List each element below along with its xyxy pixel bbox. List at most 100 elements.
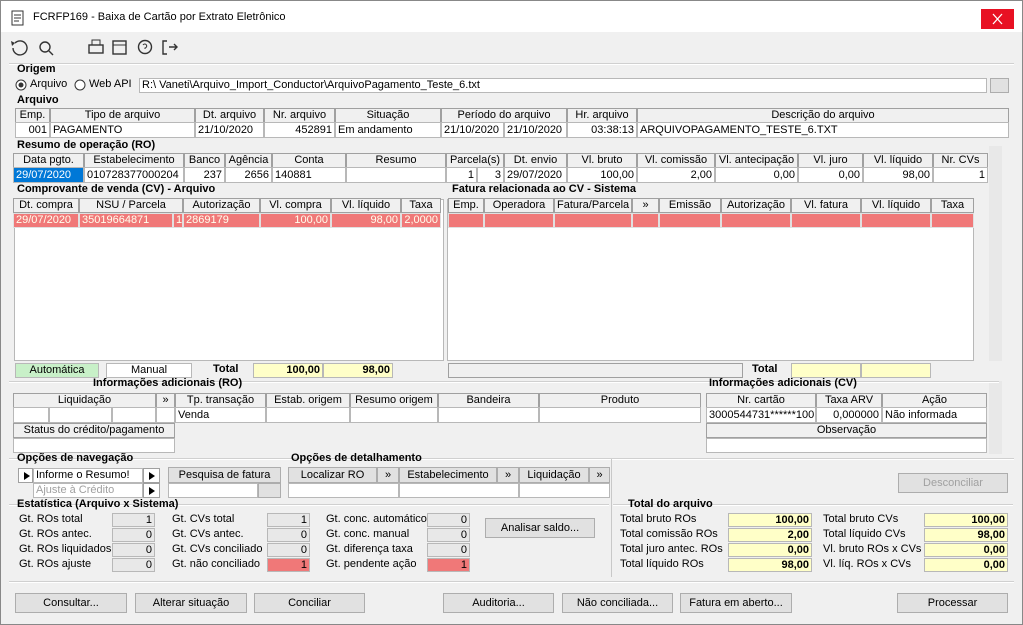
print-icon[interactable] — [88, 44, 104, 54]
total-field: 100,00 — [253, 363, 323, 378]
empty-cell — [399, 483, 519, 498]
column-header: Banco — [184, 153, 225, 168]
detail-button[interactable]: Estabelecimento — [399, 467, 497, 483]
pesquisa-button[interactable]: Pesquisa de fatura — [168, 467, 281, 483]
title-bar — [1, 1, 1022, 32]
radio-webapi[interactable] — [74, 79, 86, 91]
column-header: Autorização — [183, 198, 260, 213]
empty-cell — [288, 483, 399, 498]
stat-value: 0 — [112, 528, 155, 542]
column-header: Vl. compra — [260, 198, 331, 213]
group-title: Fatura relacionada ao CV - Sistema — [452, 183, 637, 195]
group-title: Total do arquivo — [628, 498, 713, 510]
empty-cell — [350, 407, 438, 423]
search-icon[interactable] — [39, 41, 51, 53]
total-label: Total comissão ROs — [620, 528, 718, 540]
group-title: Resumo de operação (RO) — [17, 139, 156, 151]
column-header: Resumo origem — [350, 393, 438, 408]
cell: 3000544731******100 — [706, 407, 816, 423]
stat-value: 0 — [112, 543, 155, 557]
stat-label: Gt. ROs ajuste — [19, 558, 92, 570]
column-header: Emp. — [15, 108, 50, 123]
ajuste-select: Ajuste à Crédito — [33, 483, 143, 498]
empty-cell — [791, 213, 861, 228]
undo-icon[interactable] — [12, 40, 28, 56]
group-title: Origem — [17, 63, 56, 75]
cell: 29/07/2020 — [13, 213, 79, 228]
group-title: Arquivo — [17, 94, 59, 106]
group-title: Estatística (Arquivo x Sistema) — [17, 498, 179, 510]
radio-label: Web API — [89, 78, 132, 90]
help-icon[interactable] — [137, 39, 153, 55]
cell: 010728377000204 — [84, 167, 184, 183]
total-value: 98,00 — [728, 558, 812, 572]
total-label: Vl. bruto ROs x CVs — [823, 543, 922, 555]
action-button[interactable]: Fatura em aberto... — [680, 593, 792, 613]
column-header: Parcela(s) — [446, 153, 504, 168]
stat-label: Gt. conc. manual — [326, 528, 410, 540]
calendar-icon[interactable] — [112, 40, 127, 55]
total-label: Vl. líq. ROs x CVs — [823, 558, 912, 570]
stat-value: 0 — [267, 543, 310, 557]
column-header: Dt. envio — [504, 153, 567, 168]
total-value: 100,00 — [728, 513, 812, 527]
stat-label: Gt. conc. automático — [326, 513, 427, 525]
detail-button[interactable]: Localizar RO — [288, 467, 377, 483]
column-header: Fatura/Parcela — [554, 198, 632, 213]
column-header: Vl. bruto — [567, 153, 637, 168]
desconciliar-button[interactable]: Desconciliar — [898, 473, 1008, 493]
action-button[interactable]: Auditoria... — [443, 593, 554, 613]
column-header: Estab. origem — [266, 393, 350, 408]
action-button[interactable]: Não conciliada... — [562, 593, 673, 613]
search-button[interactable] — [258, 483, 281, 498]
empty-cell — [112, 407, 156, 423]
empty-cell — [931, 213, 974, 228]
column-header: Nr. CVs — [933, 153, 988, 168]
column-header: Situação — [335, 108, 441, 123]
column-header: Dt. arquivo — [195, 108, 264, 123]
detail-button[interactable]: » — [589, 467, 610, 483]
column-header: Descrição do arquivo — [637, 108, 1009, 123]
cell: 001 — [15, 122, 50, 138]
group-title: Opções de detalhamento — [291, 452, 422, 464]
scrollbar — [989, 146, 1002, 361]
column-header: Vl. líquido — [863, 153, 933, 168]
browse-button[interactable] — [990, 78, 1009, 93]
column-header: Tipo de arquivo — [50, 108, 195, 123]
action-button[interactable]: Processar — [897, 593, 1008, 613]
cell: 3 — [477, 167, 504, 183]
action-button[interactable]: Conciliar — [254, 593, 365, 613]
path-field: R:\ Vaneti\Arquivo_Import_Conductor\Arqu… — [139, 78, 987, 93]
status-manual: Manual — [106, 363, 192, 378]
cell: 2869179 — [183, 213, 260, 228]
cell: 452891 — [264, 122, 335, 138]
detail-button[interactable]: » — [497, 467, 519, 483]
column-header: Dt. compra — [13, 198, 79, 213]
action-button[interactable]: Consultar... — [15, 593, 127, 613]
stat-label: Gt. ROs antec. — [19, 528, 92, 540]
action-button[interactable]: Alterar situação — [135, 593, 247, 613]
column-header: Estabelecimento — [84, 153, 184, 168]
empty-cell — [266, 407, 350, 423]
column-header: Vl. fatura — [791, 198, 861, 213]
detail-button[interactable]: » — [377, 467, 399, 483]
detail-button[interactable]: Liquidação — [519, 467, 589, 483]
pesquisa-field — [168, 483, 258, 498]
column-header: Tp. transação — [175, 393, 266, 408]
column-header: Produto — [539, 393, 701, 408]
close-button[interactable] — [981, 9, 1014, 29]
column-header: Data pgto. — [13, 153, 84, 168]
status-field — [13, 438, 175, 453]
analisar-button[interactable]: Analisar saldo... — [485, 518, 595, 538]
total-field — [861, 363, 931, 378]
stat-value: 0 — [112, 558, 155, 572]
radio-arquivo[interactable] — [15, 79, 27, 91]
group-title: Informações adicionais (CV) — [709, 377, 857, 389]
exit-icon[interactable] — [162, 40, 178, 55]
column-header: Taxa — [931, 198, 974, 213]
cell: ARQUIVOPAGAMENTO_TESTE_6.TXT — [637, 122, 1009, 138]
empty-cell — [659, 213, 721, 228]
column-header: Agência — [225, 153, 272, 168]
total-value: 98,00 — [924, 528, 1008, 542]
column-header: NSU / Parcela — [79, 198, 183, 213]
